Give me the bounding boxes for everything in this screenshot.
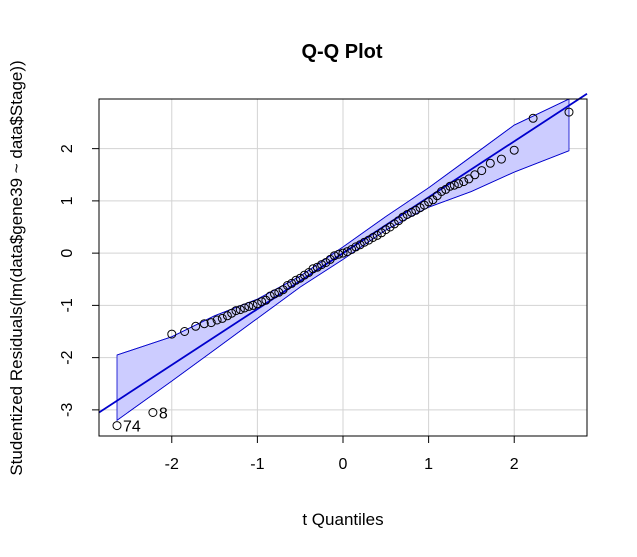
- data-point-2: [167, 329, 177, 339]
- data-point-4: [191, 321, 201, 331]
- data-point-42: [364, 235, 374, 245]
- y-axis: -3 -2 -1 0 1 2: [59, 144, 99, 417]
- data-point-56: [424, 197, 434, 207]
- data-points: [112, 107, 574, 431]
- data-point-63: [454, 179, 464, 189]
- point-label-8: 8: [159, 406, 168, 423]
- data-point-31: [317, 260, 327, 270]
- y-tick-label-0: -3: [59, 403, 76, 417]
- data-point-35: [334, 249, 344, 259]
- x-tick-label-0: -2: [165, 456, 179, 473]
- data-point-27: [300, 270, 309, 280]
- data-point-10: [227, 308, 237, 318]
- data-point-23: [282, 281, 292, 290]
- data-point-36: [338, 248, 348, 258]
- data-point-52: [407, 207, 416, 217]
- x-tick-label-4: 2: [510, 456, 519, 473]
- data-point-25: [291, 275, 301, 285]
- data-point-41: [359, 237, 369, 247]
- data-point-6: [206, 318, 216, 328]
- data-point-9: [222, 311, 232, 321]
- data-point-71: [528, 113, 538, 123]
- data-point-44: [372, 230, 382, 240]
- data-point-3: [180, 327, 190, 336]
- data-point-20: [270, 289, 279, 299]
- y-tick-label-4: 1: [59, 196, 76, 205]
- x-tick-label-2: 0: [339, 456, 348, 473]
- data-point-64: [459, 177, 469, 187]
- data-point-43: [368, 233, 378, 242]
- data-point-67: [477, 166, 487, 176]
- x-tick-label-1: -1: [250, 456, 264, 473]
- data-point-34: [329, 251, 339, 261]
- data-point-19: [265, 291, 275, 301]
- data-point-7: [212, 315, 222, 325]
- data-point-65: [464, 174, 474, 184]
- x-tick-label-3: 1: [424, 456, 433, 473]
- data-point-17: [257, 297, 267, 307]
- data-point-5: [199, 319, 209, 329]
- data-point-37: [342, 247, 352, 257]
- data-point-12: [235, 305, 245, 315]
- y-tick-label-3: 0: [59, 249, 76, 258]
- data-point-46: [381, 225, 391, 235]
- data-point-11: [231, 306, 241, 316]
- x-axis-label: t Quantiles: [302, 510, 383, 529]
- y-tick-label-5: 2: [59, 144, 76, 153]
- data-point-30: [312, 262, 322, 272]
- data-point-53: [411, 205, 421, 215]
- data-point-14: [244, 301, 254, 311]
- data-point-1: [148, 408, 158, 417]
- data-point-40: [355, 240, 365, 250]
- data-point-62: [449, 180, 459, 190]
- data-point-15: [248, 300, 258, 310]
- data-point-21: [274, 287, 284, 297]
- data-point-29: [308, 264, 318, 274]
- x-axis: -2 -1 0 1 2: [165, 436, 519, 473]
- data-point-39: [351, 242, 361, 252]
- data-point-72: [564, 107, 574, 117]
- data-point-16: [252, 299, 262, 309]
- data-point-70: [509, 145, 519, 155]
- point-annotations: 74 8: [123, 406, 168, 436]
- data-point-66: [470, 170, 480, 180]
- point-label-74: 74: [123, 419, 141, 436]
- data-point-68: [485, 158, 495, 168]
- data-point-59: [437, 187, 446, 196]
- y-axis-label: Studentized Residuals(lm(data$gene39 ~ d…: [7, 60, 26, 475]
- data-point-51: [402, 210, 412, 219]
- envelope-lower-edge: [116, 150, 570, 421]
- data-point-69: [496, 154, 506, 164]
- y-tick-label-2: -1: [59, 298, 76, 312]
- data-point-8: [217, 313, 227, 323]
- data-point-0: [112, 421, 122, 431]
- chart-title: Q-Q Plot: [301, 41, 382, 63]
- data-point-13: [240, 303, 249, 313]
- data-point-50: [398, 212, 408, 222]
- y-tick-label-1: -2: [59, 350, 76, 364]
- data-point-61: [445, 181, 455, 191]
